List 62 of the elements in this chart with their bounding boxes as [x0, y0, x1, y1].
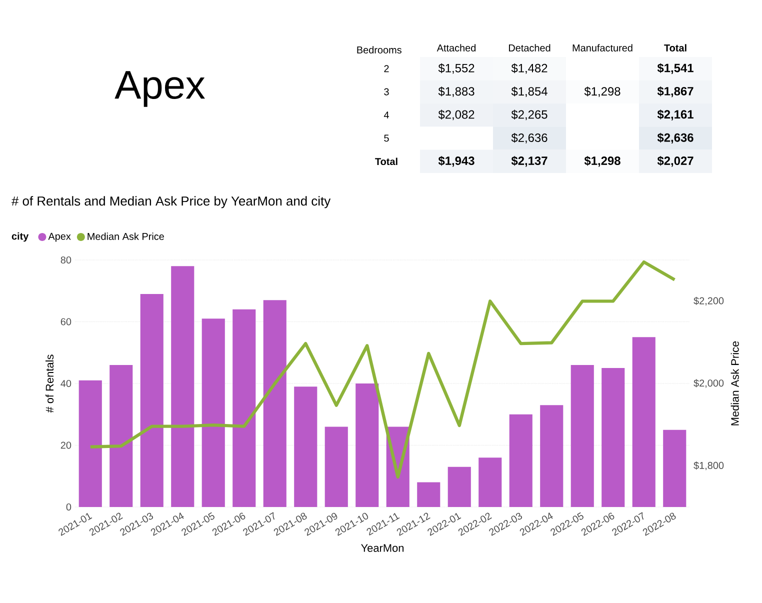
bar: [478, 458, 502, 507]
y2-tick-label: $2,200: [694, 296, 724, 306]
x-tick-label: Manufactured: [572, 44, 632, 52]
data-label: $2,137: [511, 156, 548, 167]
y-tick-label: 20: [60, 442, 72, 449]
bar: [663, 430, 686, 507]
x-axis-title: YearMon: [361, 544, 404, 552]
y-axis-title: Bedrooms: [357, 46, 402, 54]
data-label: $2,161: [657, 110, 694, 120]
y-tick-label: 4: [384, 112, 389, 118]
bar: [570, 364, 594, 507]
bar: [356, 384, 379, 507]
line-series: [88, 260, 676, 479]
bar: [110, 364, 133, 507]
data-label: $1,298: [584, 156, 620, 167]
y-tick-label: 80: [60, 256, 72, 264]
bar: [294, 386, 318, 507]
data-label: $1,943: [438, 156, 474, 167]
x-tick-label: Attached: [436, 44, 476, 52]
bar: [140, 294, 164, 507]
data-label: $2,636: [657, 132, 694, 144]
y-tick-label: 5: [384, 134, 389, 142]
y-tick-label: 3: [384, 88, 389, 96]
bar: [540, 405, 564, 507]
legend-label: Apex: [48, 232, 71, 242]
bar: [324, 426, 348, 507]
data-label: $1,482: [511, 63, 548, 74]
data-label: $2,265: [511, 110, 548, 120]
y-tick-label: 0: [66, 503, 72, 511]
bar: [202, 318, 225, 507]
bar: [509, 414, 532, 507]
data-label: $1,541: [657, 63, 694, 74]
bar: [232, 309, 256, 507]
y-tick-label: 60: [60, 318, 72, 326]
data-label: $1,854: [511, 86, 548, 97]
x-tick-label: Detached: [508, 44, 550, 52]
data-label: $2,027: [657, 156, 694, 167]
data-label: $1,552: [438, 63, 474, 74]
bar: [417, 482, 440, 507]
data-label: $1,883: [438, 86, 474, 97]
legend-title: city: [12, 232, 29, 242]
data-label: $2,082: [438, 110, 474, 120]
data-label: $1,298: [584, 86, 620, 97]
x-tick-label: Total: [664, 44, 686, 52]
data-label: $1,867: [657, 86, 694, 98]
bar: [448, 466, 471, 507]
y-axis-title: # of Rentals: [46, 354, 54, 413]
y-tick-label: Total: [375, 158, 398, 166]
bar: [263, 300, 286, 507]
y2-tick-label: $1,800: [694, 462, 724, 470]
y2-axis-title: Median Ask Price: [730, 341, 739, 426]
chart-title: # of Rentals and Median Ask Price by YearMon and city: [12, 196, 331, 208]
legend-label: Median Ask Price: [88, 232, 164, 240]
bar: [632, 337, 656, 507]
y-tick-label: 40: [60, 380, 72, 388]
y2-tick-label: $2,000: [694, 379, 724, 388]
text: Apex: [114, 71, 205, 107]
bar: [78, 380, 102, 507]
data-label: $2,636: [511, 133, 548, 144]
bar: [171, 266, 194, 507]
bar: [602, 368, 625, 507]
y-tick-label: 2: [384, 65, 389, 72]
